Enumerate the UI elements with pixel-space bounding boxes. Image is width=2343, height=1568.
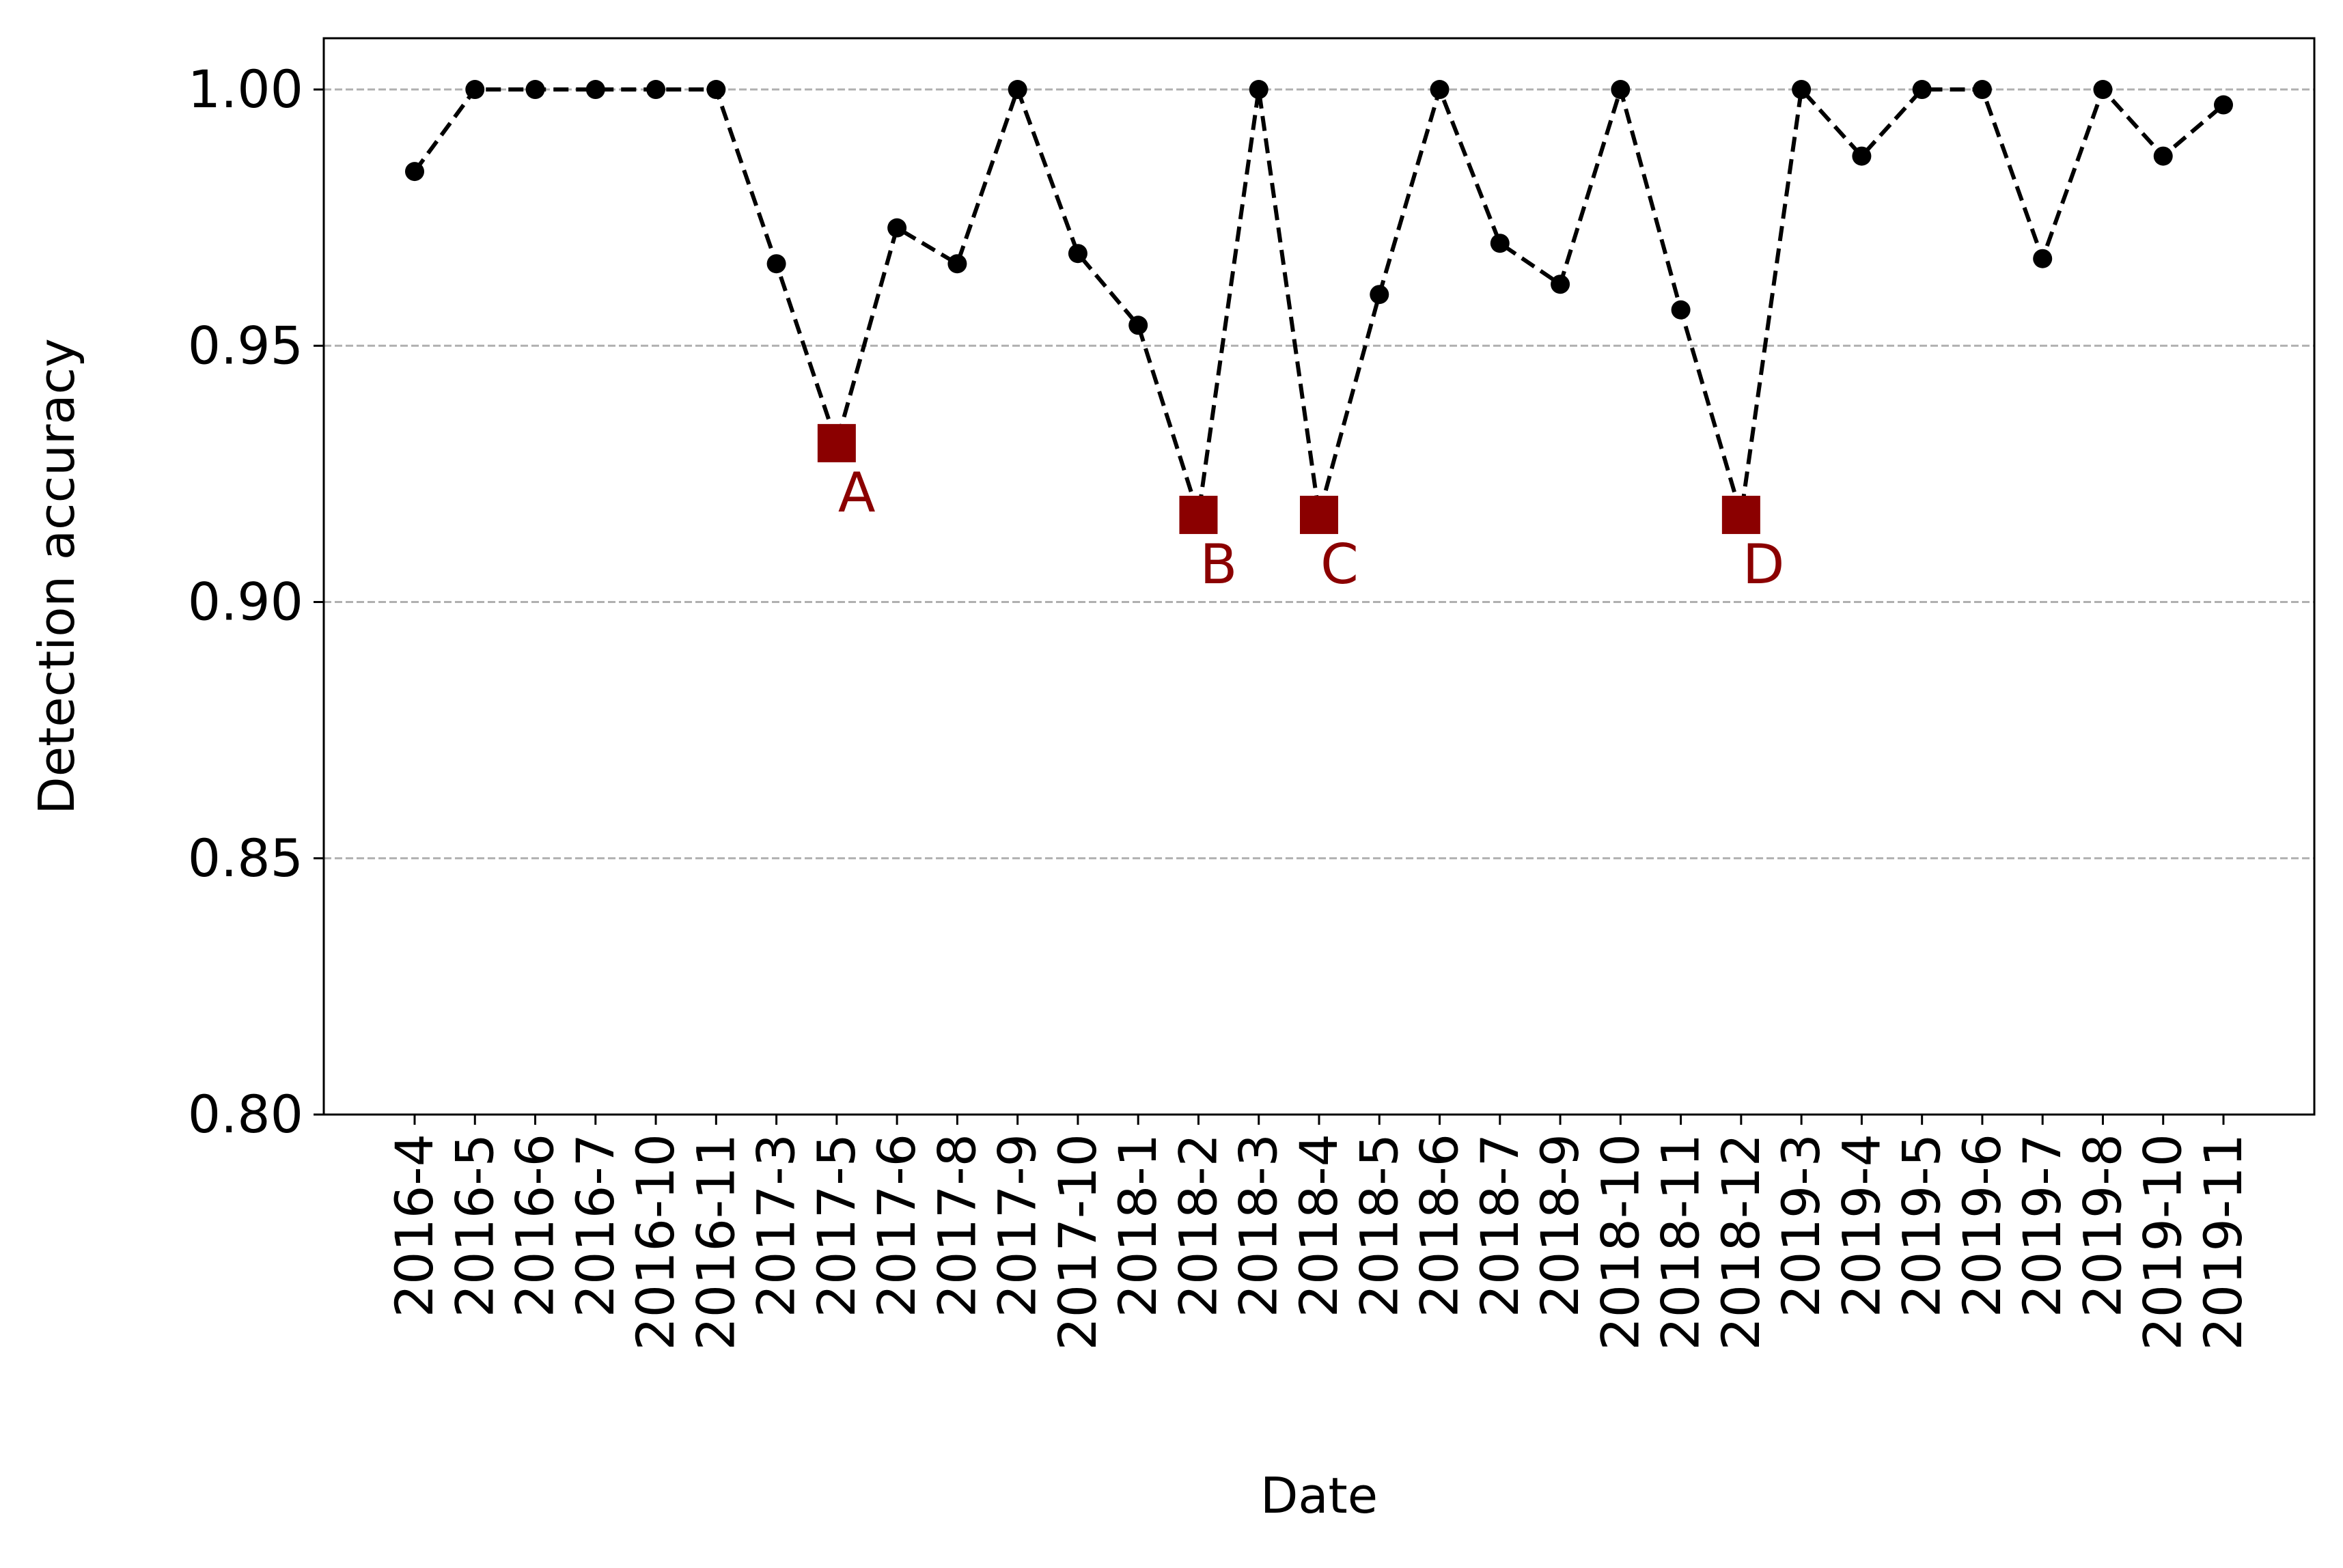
grid-lines xyxy=(324,88,2314,860)
data-point xyxy=(1551,275,1570,294)
x-tick-label: 2018-11 xyxy=(1650,1134,1711,1351)
data-point xyxy=(465,80,485,100)
x-axis-ticks: 2016-4 2016-5 2016-6 2016-7 2016-10 2016-11 20… xyxy=(384,1115,2254,1351)
plot-frame xyxy=(322,37,2316,1116)
data-point xyxy=(1671,300,1691,320)
x-tick-label: 2019-7 xyxy=(2012,1134,2072,1317)
data-point xyxy=(2093,80,2113,100)
x-tick-label: 2019-10 xyxy=(2133,1134,2193,1351)
y-tick-label: 0.95 xyxy=(188,315,303,376)
data-point xyxy=(1430,80,1450,100)
x-tick-label: 2018-7 xyxy=(1469,1134,1530,1317)
highlight-marker-b xyxy=(1179,495,1218,534)
x-tick-label: 2018-2 xyxy=(1167,1134,1228,1317)
data-point xyxy=(1972,80,1992,100)
data-point xyxy=(2153,146,2173,166)
y-tick-label: 0.80 xyxy=(188,1084,303,1145)
y-tick-label: 1.00 xyxy=(188,59,303,120)
x-tick-label: 2019-6 xyxy=(1952,1134,2012,1317)
data-point xyxy=(1068,244,1087,264)
x-tick-label: 2019-5 xyxy=(1891,1134,1952,1317)
highlight-label-d: D xyxy=(1743,533,1785,596)
highlight-markers: A B C D xyxy=(817,423,1785,596)
x-tick-label: 2019-4 xyxy=(1831,1134,1891,1317)
x-tick-label: 2016-6 xyxy=(505,1134,566,1317)
data-point xyxy=(1249,80,1268,100)
x-tick-label: 2016-5 xyxy=(444,1134,505,1317)
data-point xyxy=(766,254,786,274)
x-tick-label: 2016-10 xyxy=(625,1134,686,1351)
y-axis-label: Detection accuracy xyxy=(28,338,85,815)
data-point xyxy=(646,80,666,100)
highlight-marker-d xyxy=(1721,495,1760,534)
highlight-label-c: C xyxy=(1320,533,1359,596)
data-point xyxy=(1008,80,1027,100)
data-point xyxy=(947,254,967,274)
x-tick-label: 2017-5 xyxy=(806,1134,867,1317)
data-point xyxy=(1852,146,1872,166)
highlight-marker-c xyxy=(1300,495,1338,534)
highlight-label-a: A xyxy=(838,461,876,524)
series-line xyxy=(413,87,2225,517)
data-point xyxy=(706,80,726,100)
x-tick-label: 2017-9 xyxy=(987,1134,1048,1317)
series-polyline xyxy=(413,87,2225,517)
highlight-marker-a xyxy=(817,423,856,462)
data-point xyxy=(887,218,907,238)
y-tick-label: 0.90 xyxy=(188,572,303,632)
data-point xyxy=(1912,80,1932,100)
x-tick-label: 2016-7 xyxy=(565,1134,626,1317)
x-tick-label: 2016-11 xyxy=(685,1134,746,1351)
x-tick-label: 2017-10 xyxy=(1047,1134,1108,1351)
x-tick-label: 2018-5 xyxy=(1348,1134,1409,1317)
x-tick-label: 2018-12 xyxy=(1710,1134,1771,1351)
x-tick-label: 2018-3 xyxy=(1228,1134,1289,1317)
highlight-label-b: B xyxy=(1200,533,1237,596)
x-tick-label: 2017-3 xyxy=(746,1134,807,1317)
x-tick-label: 2018-10 xyxy=(1590,1134,1650,1351)
x-tick-label: 2019-3 xyxy=(1771,1134,1831,1317)
x-tick-label: 2019-11 xyxy=(2193,1134,2254,1351)
data-point xyxy=(1490,234,1510,253)
data-point xyxy=(525,80,545,100)
x-tick-label: 2017-8 xyxy=(926,1134,987,1317)
data-point xyxy=(1128,316,1148,335)
data-points xyxy=(405,80,2233,524)
x-tick-label: 2017-6 xyxy=(866,1134,927,1317)
data-point xyxy=(585,80,605,100)
x-axis-label: Date xyxy=(1260,1467,1378,1524)
y-tick-label: 0.85 xyxy=(188,828,303,888)
data-point xyxy=(1370,285,1389,305)
x-tick-label: 2018-9 xyxy=(1529,1134,1590,1317)
x-tick-label: 2018-1 xyxy=(1107,1134,1168,1317)
x-tick-label: 2016-4 xyxy=(384,1134,445,1317)
data-point xyxy=(2214,95,2233,115)
data-point xyxy=(2033,249,2053,268)
x-tick-label: 2018-4 xyxy=(1288,1134,1349,1317)
data-point xyxy=(405,162,424,182)
x-tick-label: 2019-8 xyxy=(2072,1134,2133,1317)
y-axis-ticks: 0.80 0.85 0.90 0.95 1.00 xyxy=(188,59,324,1145)
data-point xyxy=(1792,80,1812,100)
data-point xyxy=(1611,80,1631,100)
x-tick-label: 2018-6 xyxy=(1409,1134,1470,1317)
